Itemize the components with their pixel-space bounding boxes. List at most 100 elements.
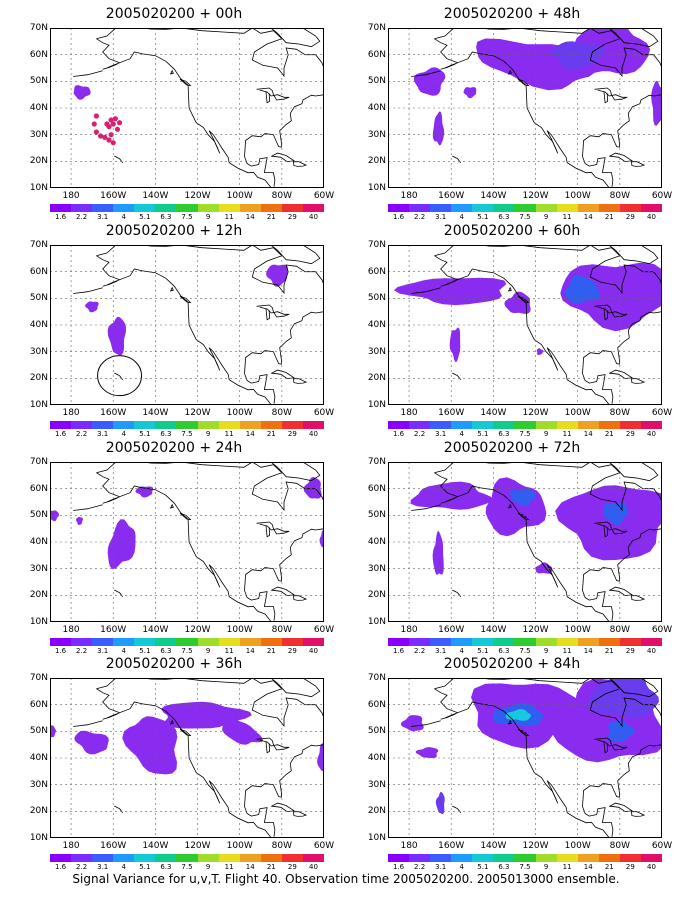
colorbar-swatch: [409, 854, 431, 862]
lat-tick-label: 40N: [367, 103, 386, 113]
lat-tick-label: 60N: [29, 266, 48, 277]
lon-tick-label: 180: [400, 625, 418, 635]
lon-tick-label: 140W: [480, 625, 507, 635]
colorbar: [388, 421, 663, 429]
colorbar-swatch: [451, 854, 473, 862]
colorbar-swatch: [92, 421, 114, 429]
coastline: [411, 70, 441, 77]
lat-tick-label: 30N: [29, 129, 48, 140]
coastline: [434, 255, 610, 405]
colorbar-swatch: [260, 204, 282, 212]
lon-tick-label: 100W: [226, 841, 253, 851]
colorbar-label: 4: [121, 863, 126, 871]
coastline: [96, 255, 272, 405]
colorbar-label: 5.1: [139, 647, 151, 655]
coastline: [265, 91, 271, 104]
coastlines: [73, 28, 324, 188]
colorbar-label: 9: [205, 863, 211, 871]
variance-contour: [74, 730, 109, 755]
colorbar-label: 2.2: [76, 647, 88, 655]
colorbar-label: 7.5: [181, 213, 193, 221]
coastlines: [411, 28, 662, 188]
lon-tick-label: 80W: [609, 625, 631, 635]
lat-tick-label: 10N: [29, 400, 48, 410]
lat-tick-label: 10N: [367, 400, 386, 410]
colorbar-label: 21: [266, 863, 276, 871]
colorbar-label: 29: [287, 213, 297, 221]
lon-tick-label: 100W: [564, 408, 591, 418]
lon-tick-label: 160W: [438, 408, 465, 418]
coastline: [594, 304, 628, 318]
lon-tick-label: 180: [400, 191, 418, 201]
lat-tick-label: 70N: [367, 240, 386, 250]
colorbar-swatch: [50, 638, 72, 646]
map-svg: [50, 678, 324, 838]
map-panel: 2005020200 + 12h 70N 60N 50N 40N 30N 20N 10N 180…: [14, 223, 334, 438]
lon-tick-label: 140W: [480, 841, 507, 851]
variance-contour: [400, 715, 424, 732]
lon-tick-label: 140W: [142, 191, 169, 201]
lat-tick-label: 60N: [29, 483, 48, 494]
colorbar-swatch: [197, 854, 219, 862]
island-outline: [292, 595, 308, 601]
coastline: [440, 712, 458, 720]
lon-tick-label: 80W: [271, 841, 293, 851]
variance-contour: [393, 277, 507, 306]
colorbar-swatch: [556, 854, 578, 862]
colorbar-label: 21: [266, 430, 276, 438]
coastline: [244, 528, 324, 621]
island-outline: [609, 152, 634, 163]
coastline: [73, 504, 103, 511]
colorbar-label: 21: [604, 430, 614, 438]
colorbar-swatch: [472, 638, 494, 646]
lon-tick-label: 180: [62, 191, 80, 201]
colorbar-swatch: [598, 854, 620, 862]
lat-tick-label: 70N: [367, 457, 386, 467]
colorbar-label: 4: [459, 647, 464, 655]
coastline: [582, 94, 662, 187]
colorbar-swatch: [535, 421, 557, 429]
colorbar-swatch: [197, 421, 219, 429]
lat-tick-label: 10N: [367, 833, 386, 843]
colorbar-swatch: [71, 421, 93, 429]
colorbar-swatch: [598, 638, 620, 646]
lat-tick-label: 40N: [29, 753, 48, 763]
colorbar-swatch: [514, 854, 536, 862]
island-outline: [630, 595, 646, 601]
coastline: [434, 462, 662, 512]
colorbar-label: 3.1: [97, 863, 109, 871]
colorbar-label: 6.3: [160, 863, 172, 871]
colorbar-label: 40: [646, 863, 656, 871]
colorbar-label: 29: [287, 430, 297, 438]
coastline: [434, 38, 610, 188]
map-panel: 2005020200 + 36h 70N 60N 50N 40N 30N 20N 10N 180…: [14, 656, 334, 871]
colorbar-swatch: [493, 421, 515, 429]
colorbar: [388, 204, 663, 212]
colorbar-label: 40: [308, 863, 318, 871]
colorbar-label: 14: [583, 213, 593, 221]
coastline: [96, 688, 272, 838]
island-outline: [179, 295, 192, 304]
colorbar-swatch: [260, 421, 282, 429]
shaded-field: [85, 264, 289, 356]
variance-contour: [651, 80, 662, 126]
island-outline: [292, 811, 308, 817]
colorbar-swatch: [155, 204, 177, 212]
lat-tick-label: 20N: [367, 590, 386, 601]
lon-tick-label: 120W: [522, 408, 549, 418]
coastline: [114, 155, 124, 163]
coastline: [440, 496, 458, 504]
coastline: [73, 70, 103, 77]
track-dot: [91, 121, 97, 127]
coastline: [244, 744, 324, 837]
lat-tick-label: 50N: [367, 726, 386, 737]
coastline: [582, 744, 662, 837]
colorbar-swatch: [577, 204, 599, 212]
colorbar: [388, 638, 663, 646]
colorbar-label: 2.2: [76, 863, 88, 871]
island-outline: [179, 512, 192, 521]
colorbar-swatch: [388, 854, 410, 862]
island-outline: [517, 512, 530, 521]
colorbar-swatch: [535, 854, 557, 862]
variance-contour: [504, 291, 531, 314]
